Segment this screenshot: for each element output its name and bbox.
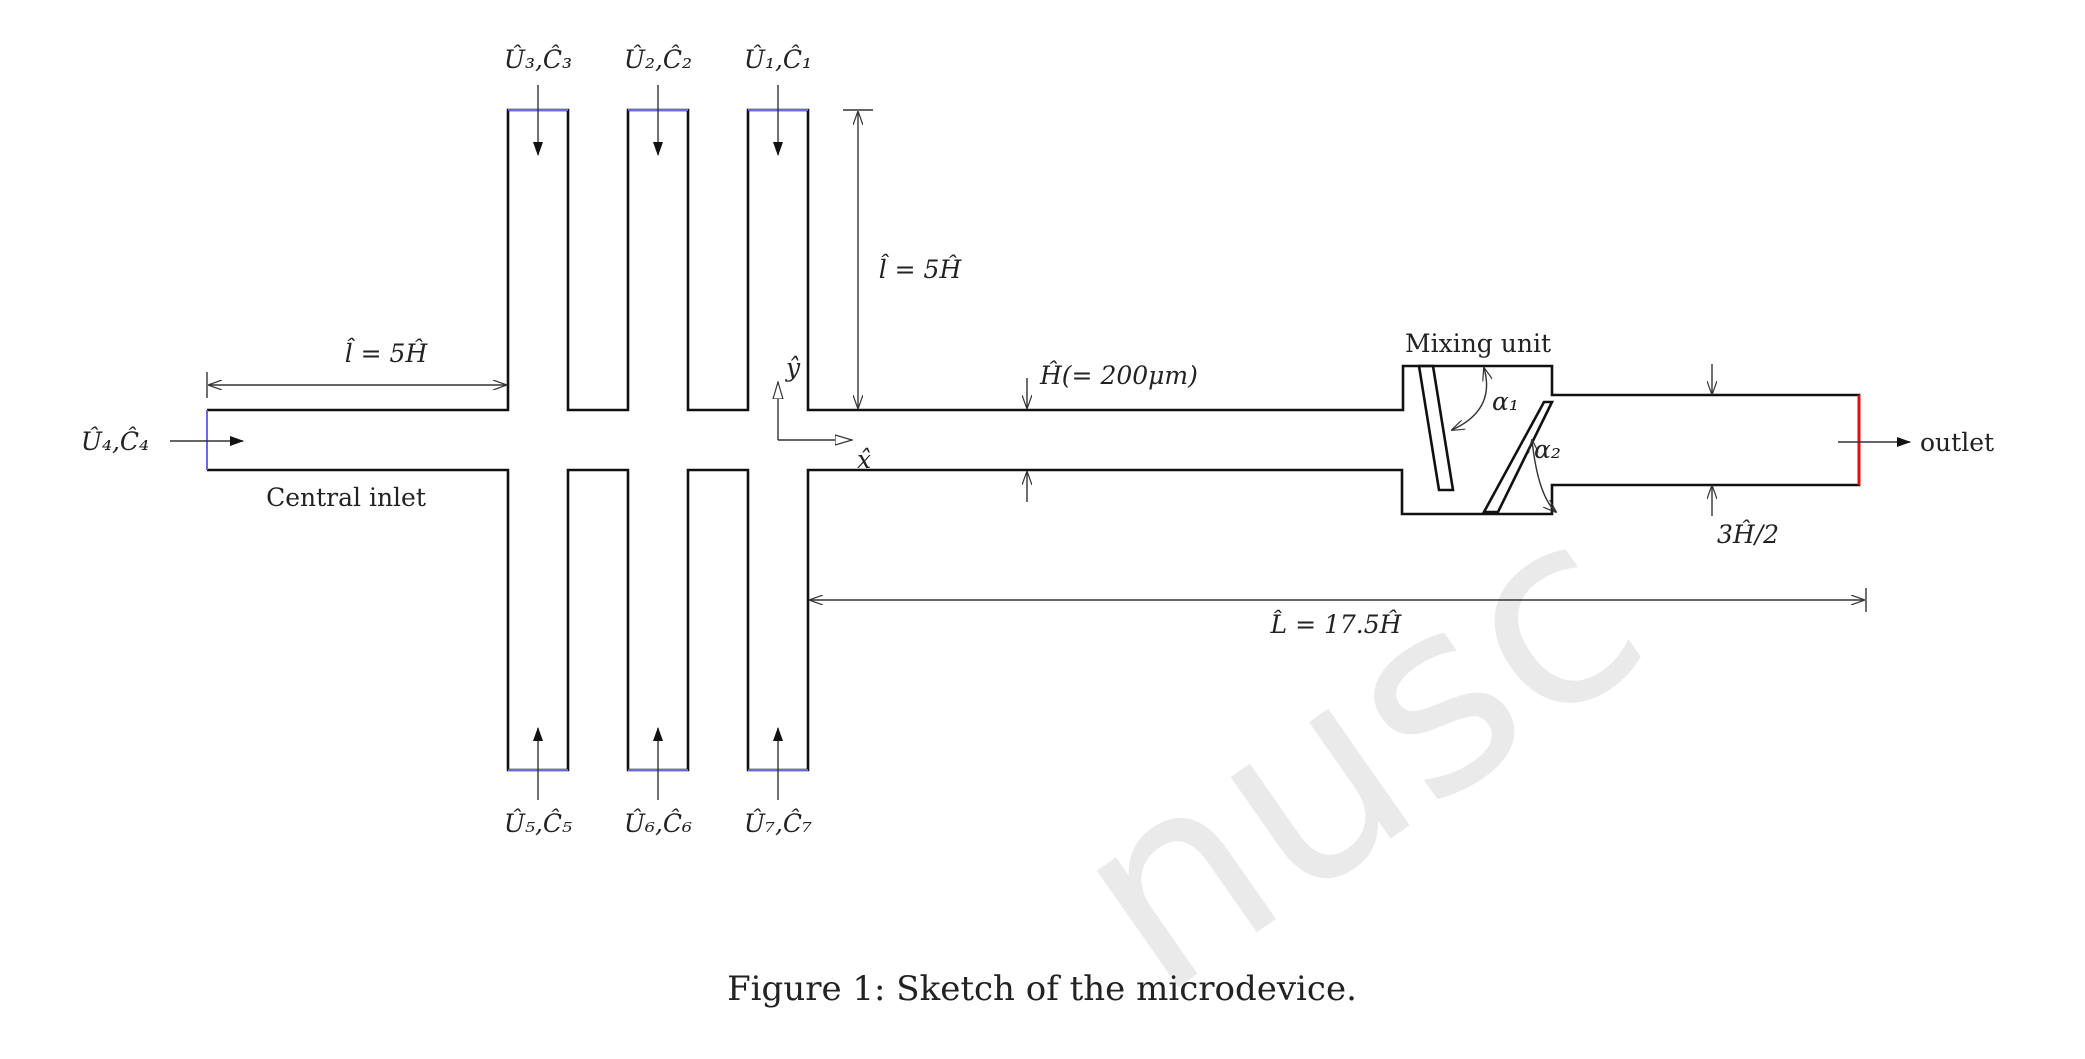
mixing-baffle-2	[1481, 400, 1555, 514]
label-y-axis: ŷ	[785, 353, 801, 382]
label-u3c3: Û₃,Ĉ₃	[504, 45, 572, 74]
figure-caption: Figure 1: Sketch of the microdevice.	[727, 969, 1357, 1009]
label-u5c5: Û₅,Ĉ₅	[504, 809, 572, 838]
angle-arcs	[1452, 368, 1556, 512]
flow-arrows	[170, 85, 1911, 800]
label-main-length: L̂ = 17.5Ĥ	[1270, 610, 1403, 639]
label-u6c6: Û₆,Ĉ₆	[624, 809, 692, 838]
alpha1-arc	[1452, 368, 1487, 430]
label-u2c2: Û₂,Ĉ₂	[624, 45, 692, 74]
label-central-inlet: Central inlet	[266, 483, 426, 512]
label-alpha1: α₁	[1492, 387, 1519, 416]
label-x-axis: x̂	[857, 445, 871, 474]
label-u1c1: Û₁,Ĉ₁	[744, 45, 812, 74]
alpha2-arc	[1532, 440, 1556, 512]
label-u4c4: Û₄,Ĉ₄	[81, 427, 149, 456]
dimension-lines	[206, 109, 1867, 612]
watermark-text: nusc	[1021, 455, 1692, 1051]
label-alpha2: α₂	[1534, 435, 1561, 464]
label-outlet-width: 3Ĥ/2	[1717, 520, 1779, 549]
mixing-baffle-1	[1417, 364, 1455, 492]
label-u7c7: Û₇,Ĉ₇	[744, 809, 812, 838]
coordinate-axes	[778, 382, 852, 440]
label-channel-width: Ĥ(= 200μm)	[1039, 361, 1198, 390]
label-outlet: outlet	[1920, 428, 1994, 457]
label-mixing-unit: Mixing unit	[1405, 329, 1551, 358]
label-inlet-length: l̂ = 5Ĥ	[345, 339, 429, 368]
label-branch-length: l̂ = 5Ĥ	[879, 255, 963, 284]
